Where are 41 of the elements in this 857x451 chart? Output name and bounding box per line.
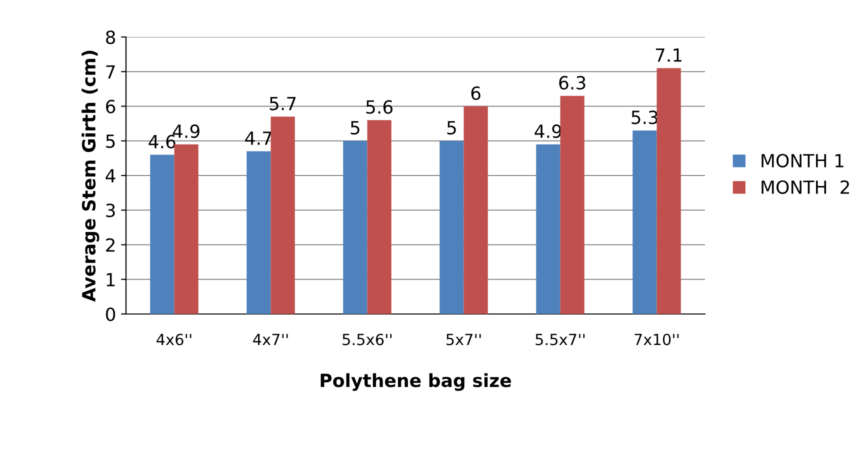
x-tick-label: 4x7'' <box>253 334 288 346</box>
y-axis-title: Average Stem Girth (cm) <box>82 50 100 302</box>
bar <box>536 144 560 314</box>
bar <box>560 96 584 314</box>
y-tick-label: 3 <box>106 204 115 218</box>
x-tick-label: 5.5x7'' <box>536 334 585 346</box>
x-tick-label: 5x7'' <box>446 334 481 346</box>
y-tick-label: 4 <box>106 169 116 182</box>
bar <box>246 151 271 314</box>
bar <box>270 116 295 314</box>
data-label: 7.1 <box>656 48 682 62</box>
y-tick-label: 6 <box>106 100 116 114</box>
bar <box>150 154 174 314</box>
bar <box>440 140 464 314</box>
data-label: 4.7 <box>245 132 272 145</box>
x-tick-label: 7x10'' <box>634 334 679 346</box>
data-label: 6.3 <box>559 76 586 90</box>
x-tick-label: 5.5x6'' <box>342 334 392 346</box>
data-label: 6 <box>471 86 480 100</box>
bar <box>632 130 657 314</box>
bar <box>656 68 681 314</box>
data-label: 5 <box>447 121 456 135</box>
data-label: 5.3 <box>632 110 658 124</box>
data-label: 5.7 <box>270 96 296 110</box>
y-tick-label: 2 <box>106 238 114 252</box>
y-tick-label: 0 <box>106 307 116 322</box>
bar <box>174 144 198 314</box>
legend-label: MONTH 2 <box>762 180 849 194</box>
y-tick-label: 7 <box>106 65 115 78</box>
y-tick-label: 5 <box>106 134 115 148</box>
data-label: 5.6 <box>366 100 393 114</box>
legend-label: MONTH 1 <box>762 154 844 168</box>
data-label: 5 <box>350 121 360 135</box>
y-tick-label: 8 <box>106 30 116 44</box>
data-label: 4.9 <box>534 124 562 138</box>
bar <box>464 106 488 314</box>
x-axis-title: Polythene bag size <box>320 373 511 391</box>
bar <box>367 120 392 314</box>
x-tick-label: 4x6'' <box>156 334 192 346</box>
bar <box>343 140 368 314</box>
y-tick-label: 1 <box>106 273 115 286</box>
